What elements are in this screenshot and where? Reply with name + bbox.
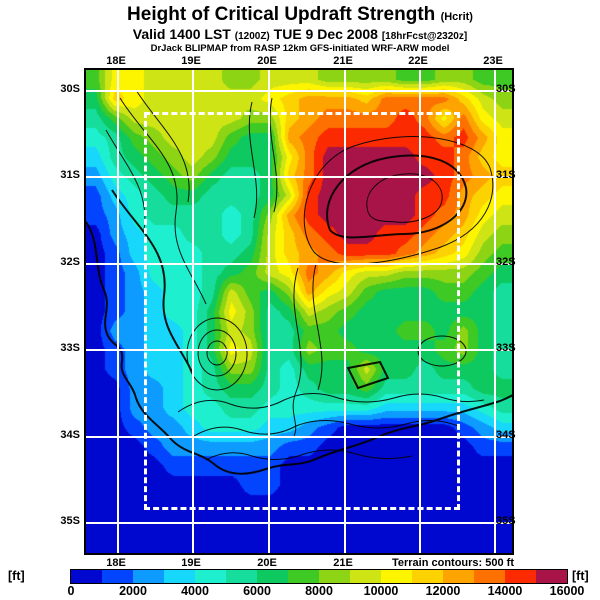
colorbar-tick-label: 6000 bbox=[243, 584, 271, 598]
colorbar-segment bbox=[195, 570, 226, 583]
valid-time: Valid 1400 LST bbox=[132, 26, 231, 42]
colorbar-tick-label: 4000 bbox=[181, 584, 209, 598]
colorbar-tick-label: 16000 bbox=[549, 584, 585, 598]
gridline-vertical bbox=[344, 70, 346, 553]
gridline-vertical bbox=[419, 70, 421, 553]
colorbar-segment bbox=[133, 570, 164, 583]
colorbar-segment bbox=[257, 570, 288, 583]
gridline-horizontal bbox=[86, 176, 512, 178]
page-title: Height of Critical Updraft Strength (Hcr… bbox=[0, 4, 600, 26]
colorbar-segment bbox=[102, 570, 133, 583]
colorbar-segment bbox=[226, 570, 257, 583]
coastline bbox=[86, 221, 512, 475]
colorbar-segment bbox=[288, 570, 319, 583]
colorbar-segment bbox=[71, 570, 102, 583]
colorbar-tick-label: 12000 bbox=[425, 584, 461, 598]
left-axis-label: 33S bbox=[60, 342, 80, 354]
gridline-horizontal bbox=[86, 349, 512, 351]
gridline-horizontal bbox=[86, 522, 512, 524]
gridline-vertical bbox=[494, 70, 496, 553]
right-axis-label: 35S bbox=[496, 515, 516, 527]
right-axis-label: 33S bbox=[496, 342, 516, 354]
bottom-axis-label: 21E bbox=[333, 557, 353, 569]
colorbar-segment bbox=[381, 570, 412, 583]
colorbar-segment bbox=[536, 570, 567, 583]
left-axis-label: 34S bbox=[60, 429, 80, 441]
gridline-horizontal bbox=[86, 90, 512, 92]
top-axis-label: 21E bbox=[333, 55, 353, 67]
top-axis-label: 18E bbox=[106, 55, 126, 67]
colorbar-segment bbox=[443, 570, 474, 583]
left-axis-label: 31S bbox=[60, 169, 80, 181]
top-axis-label: 20E bbox=[257, 55, 277, 67]
colorbar-unit-right: [ft] bbox=[572, 569, 589, 583]
colorbar-tick-label: 2000 bbox=[119, 584, 147, 598]
title-unit: (Hcrit) bbox=[440, 11, 473, 23]
hcrit-heatmap bbox=[86, 70, 512, 553]
gridline-vertical bbox=[268, 70, 270, 553]
model-source-line: DrJack BLIPMAP from RASP 12km GFS-initia… bbox=[150, 43, 450, 54]
colorbar-tick-label: 10000 bbox=[363, 584, 399, 598]
colorbar-segment bbox=[164, 570, 195, 583]
gridline-horizontal bbox=[86, 263, 512, 265]
colorbar-tick-label: 14000 bbox=[487, 584, 523, 598]
colorbar-tick-label: 8000 bbox=[305, 584, 333, 598]
top-axis-label: 22E bbox=[408, 55, 428, 67]
valid-date: TUE 9 Dec 2008 bbox=[273, 26, 378, 42]
right-axis-label: 31S bbox=[496, 169, 516, 181]
top-axis-label: 23E bbox=[483, 55, 503, 67]
nested-domain-outline bbox=[144, 112, 460, 510]
bottom-axis-label: 18E bbox=[106, 557, 126, 569]
bottom-axis-label: 19E bbox=[181, 557, 201, 569]
right-axis-label: 32S bbox=[496, 256, 516, 268]
left-axis-label: 30S bbox=[60, 83, 80, 95]
left-axis-label: 35S bbox=[60, 515, 80, 527]
bottom-axis-label: 20E bbox=[257, 557, 277, 569]
terrain-note: Terrain contours: 500 ft bbox=[391, 557, 514, 569]
colorbar-segment bbox=[474, 570, 505, 583]
right-axis-label: 34S bbox=[496, 429, 516, 441]
valid-zulu: (1200Z) bbox=[234, 31, 270, 42]
colorbar-segment bbox=[505, 570, 536, 583]
title-text: Height of Critical Updraft Strength bbox=[127, 4, 436, 25]
valid-time-line: Valid 1400 LST (1200Z) TUE 9 Dec 2008 [1… bbox=[0, 26, 600, 42]
top-axis-label: 19E bbox=[181, 55, 201, 67]
gridline-vertical bbox=[192, 70, 194, 553]
colorbar-segment bbox=[350, 570, 381, 583]
colorbar bbox=[70, 569, 568, 584]
right-axis-label: 30S bbox=[496, 83, 516, 95]
forecast-tag: [18hrFcst@2320z] bbox=[381, 31, 468, 42]
forecast-map bbox=[84, 68, 514, 555]
gridline-horizontal bbox=[86, 436, 512, 438]
colorbar-segment bbox=[319, 570, 350, 583]
colorbar-segment bbox=[412, 570, 443, 583]
colorbar-tick-label: 0 bbox=[67, 584, 75, 598]
left-axis-label: 32S bbox=[60, 256, 80, 268]
gridline-vertical bbox=[117, 70, 119, 553]
colorbar-unit-left: [ft] bbox=[8, 569, 25, 583]
